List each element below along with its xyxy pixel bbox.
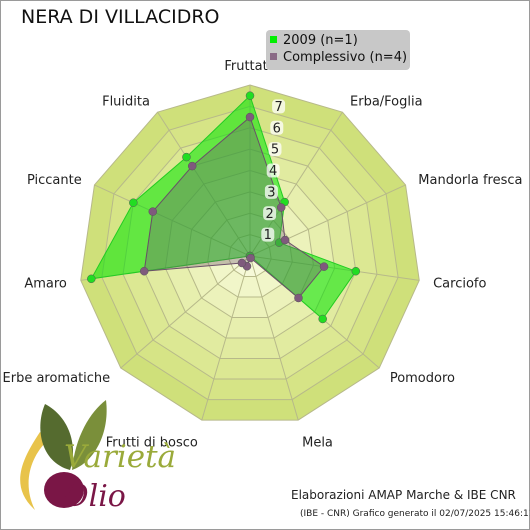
logo-word-olio: Olio [64,479,126,514]
tick-label: 1 [264,228,272,243]
chart-title: NERA DI VILLACIDRO [21,6,220,28]
category-label: Piccante [27,173,82,188]
data-point-complessivo [237,258,247,268]
radar-series [87,91,361,324]
tick-label: 6 [273,121,281,136]
data-point-2009 [129,198,138,207]
logo-word-varieta: Varietà [64,439,176,475]
data-point-complessivo [280,235,290,245]
tick-label: 3 [267,185,275,200]
logo-leaf-left [40,404,73,470]
logo-leaf-right [72,400,107,470]
category-label: Fluidita [102,94,150,109]
category-label: Carciofo [433,276,486,291]
tick-label-bg [266,163,280,178]
axis-line [120,255,251,369]
tick-label: 5 [271,143,279,158]
data-point-complessivo [139,266,149,276]
category-label: Erbe aromatiche [3,371,111,386]
tick-label: 4 [269,164,277,179]
series-area-complessivo [143,116,325,299]
axis-line [201,255,251,421]
category-label: Frutti di bosco [106,436,198,451]
tick-label: 7 [274,100,282,115]
data-point-2009 [87,274,96,284]
data-point-2009 [351,266,361,276]
category-label: Mandorla fresca [418,173,522,188]
data-point-complessivo [187,161,197,171]
tick-label: 2 [265,207,273,222]
radar-category-labels: Fruttato Erba/Foglia Mandorla fresca Carcio… [3,59,523,451]
tick-label-bg [261,227,275,242]
tick-label-bg [272,99,286,114]
logo-swoosh [20,432,48,510]
credit-sub: (IBE - CNR) Grafico generato il 02/07/20… [300,509,530,519]
legend-label-2009: 2009 (n=1) [283,33,358,48]
radar-tick-labels: 1 2 3 4 5 6 7 [261,99,286,243]
legend-item-2009: 2009 (n=1) [270,33,358,48]
legend-swatch-complessivo [270,53,277,60]
tick-label-bg [270,120,284,135]
data-point-complessivo [319,262,329,271]
tick-label-bg [268,142,282,157]
category-label: Erba/Foglia [350,94,423,109]
legend-swatch-2009 [270,36,277,43]
data-point-2009 [318,314,327,324]
category-label: Amaro [24,276,67,291]
data-point-complessivo [245,112,255,122]
axis-line [249,255,299,421]
data-point-2009 [245,91,255,100]
tick-label-bg [264,184,278,199]
category-label: Mela [302,436,333,451]
category-label: Pomodoro [390,371,455,386]
logo-olive [44,472,84,508]
data-point-complessivo [148,207,158,216]
data-point-complessivo [294,293,303,303]
data-point-2009 [182,152,191,162]
category-label: Fruttato [224,59,275,74]
legend-item-complessivo: Complessivo (n=4) [270,50,407,65]
data-point-complessivo [276,203,286,212]
varieta-olio-logo: Varietà Olio [20,400,176,514]
data-point-complessivo [246,253,255,263]
credit-main: Elaborazioni AMAP Marche & IBE CNR [291,488,516,502]
tick-label-bg [263,206,277,221]
legend-label-complessivo: Complessivo (n=4) [283,50,408,65]
legend: 2009 (n=1) Complessivo (n=4) [266,30,410,70]
